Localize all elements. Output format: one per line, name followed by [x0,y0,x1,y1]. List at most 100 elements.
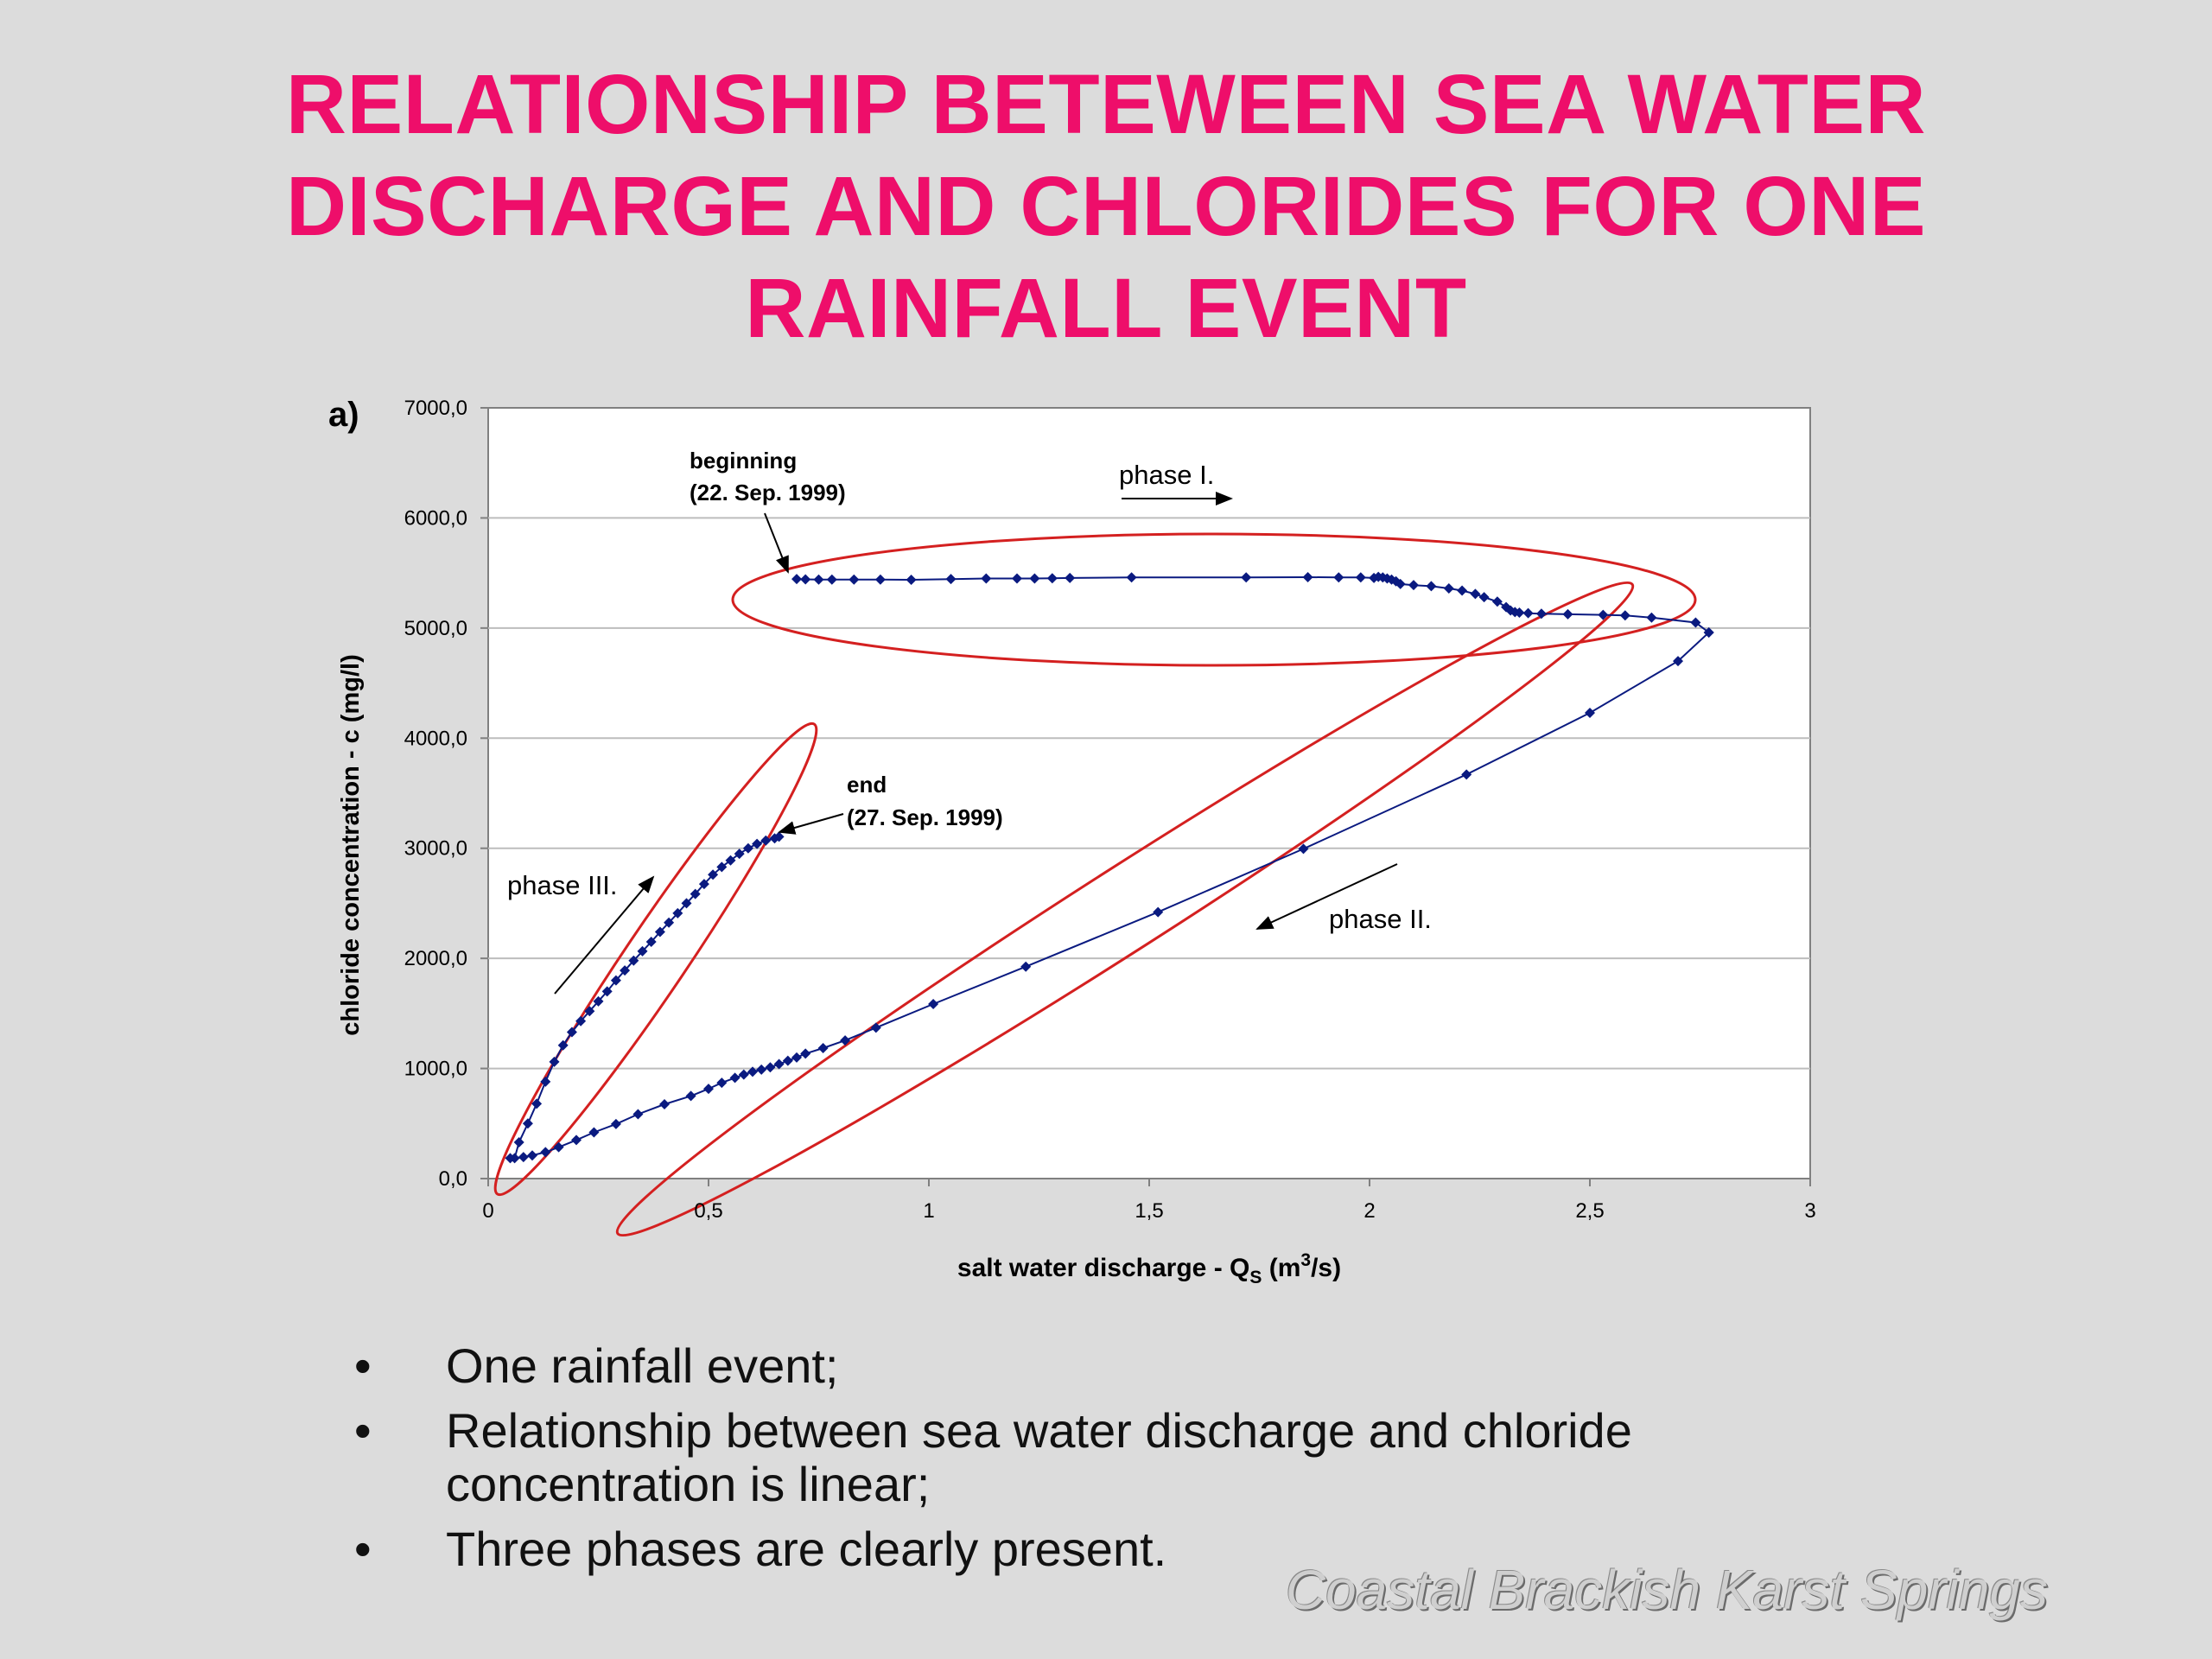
data-point [1646,612,1657,623]
data-point [1690,617,1701,628]
x-axis-label-sup: 3 [1300,1250,1311,1270]
data-point [685,1090,696,1102]
data-point [588,1127,600,1138]
bullet-text-continued: concentration is linear; [446,1457,931,1511]
data-point [773,1058,785,1070]
data-point [716,1077,728,1089]
data-point [729,1072,741,1084]
data-point [765,1062,776,1073]
phase-ellipses [493,532,1697,1237]
data-point [645,937,657,948]
data-point [1065,572,1076,583]
bullet-dot: • [354,1403,372,1458]
bullet-text: Three phases are clearly present. [446,1522,1167,1576]
data-point [752,838,763,849]
data-point [1703,626,1714,638]
data-point [800,1048,811,1059]
bullet-item: • One rainfall event; [354,1339,1823,1393]
y-axis-label: chloride concentration - c (mg/l) [337,654,365,1036]
end-label-line-2: (27. Sep. 1999) [847,804,1003,830]
data-point [906,575,917,586]
data-point [981,573,992,584]
end-annotation: end (27. Sep. 1999) [847,772,1003,830]
x-axis-label: salt water discharge - QS (m3/s) [957,1250,1341,1287]
x-axis-label-unit-pre: (m [1262,1254,1300,1282]
data-point [1562,608,1573,620]
data-point [518,1152,529,1163]
bullet-dot: • [354,1338,372,1393]
end-label-line-1: end [847,772,887,798]
data-point [584,1006,595,1017]
data-point [1470,588,1481,600]
data-point [791,1052,802,1063]
data-point [522,1118,533,1129]
bullet-item: • Three phases are clearly present. [354,1522,1823,1576]
data-point [659,1098,670,1109]
data-point [1585,707,1595,718]
data-point [601,986,613,997]
data-point [791,574,802,585]
phase-3-ellipse [493,721,818,1197]
data-point [760,835,772,846]
phase-1-label: phase I. [1119,460,1214,490]
data-point [1298,843,1309,855]
data-point [703,1084,714,1095]
data-point [1126,572,1137,583]
x-tick-label: 0,5 [694,1199,722,1223]
data-point [1535,608,1547,620]
y-tick-label: 2000,0 [404,947,467,970]
phase-3-arrow [554,875,655,995]
plot-area [487,407,1811,1179]
data-point [813,574,824,585]
data-point [1302,571,1313,582]
x-tick-label: 3 [1804,1199,1815,1223]
data-point [1619,610,1630,621]
data-point [557,1039,569,1051]
data-point [681,898,692,909]
data-point [782,1055,793,1066]
data-point [1046,573,1058,584]
data-point [716,861,728,873]
data-point [527,1150,537,1161]
data-point [1522,607,1534,619]
y-tick-label: 5000,0 [404,617,467,640]
x-axis-label-main: salt water discharge - Q [957,1254,1249,1282]
bullet-list: • One rainfall event; • Relationship betwe… [354,1339,1823,1587]
data-point [1461,769,1472,780]
x-tick-label: 0 [482,1199,493,1223]
phase-2-arrow [1255,863,1398,930]
data-point [690,888,701,899]
data-point [1478,592,1490,603]
data-point [628,955,639,966]
data-point [637,945,648,957]
data-point [742,842,753,854]
data-point [1241,572,1252,583]
data-point [945,574,957,585]
x-tick-label: 2 [1363,1199,1375,1223]
beginning-annotation: beginning (22. Sep. 1999) [690,448,846,505]
y-tick-label: 3000,0 [404,837,467,861]
data-point [664,917,675,928]
data-point [849,574,860,585]
data-point [531,1098,543,1109]
y-tick-label: 0,0 [439,1167,467,1191]
data-point [654,926,665,938]
data-point [610,975,621,986]
title-line-1: RELATIONSHIP BETEWEEN SEA WATER [285,57,1927,151]
beginning-label-line-1: beginning [690,448,797,474]
data-point [505,1153,516,1164]
data-point [734,849,745,860]
data-point [632,1109,644,1120]
slide-title: RELATIONSHIP BETEWEEN SEA WATER DISCHARG… [156,54,2056,359]
x-tick-label: 2,5 [1575,1199,1604,1223]
data-point [800,574,811,585]
data-point [1012,573,1022,584]
data-point [708,869,719,880]
data-point [874,574,886,585]
x-tick-label: 1,5 [1135,1199,1163,1223]
data-point [553,1141,564,1153]
data-point [1355,572,1366,583]
beginning-arrow [764,512,789,574]
data-point [593,995,604,1007]
bullet-text: Relationship between sea water discharge… [446,1403,1632,1458]
